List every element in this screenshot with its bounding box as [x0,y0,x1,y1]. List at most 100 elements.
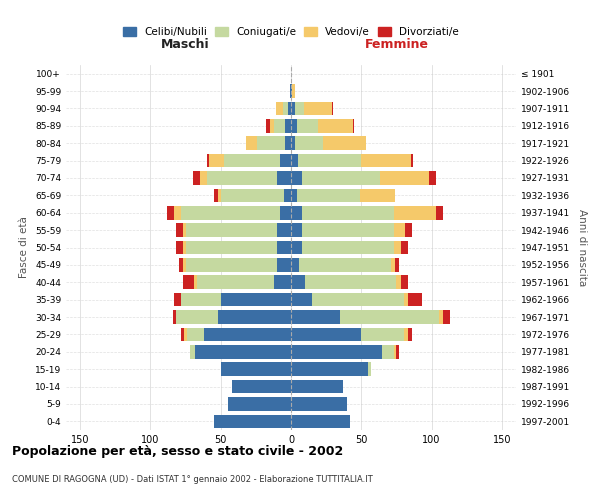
Bar [204,328,291,341]
Bar [185,258,277,272]
Bar [404,328,408,341]
Bar [206,154,209,168]
Bar [408,293,422,306]
Bar [196,345,291,358]
Bar [218,188,221,202]
Bar [291,258,299,272]
Bar [299,258,391,272]
Legend: Celibi/Nubili, Coniugati/e, Vedovi/e, Divorziati/e: Celibi/Nubili, Coniugati/e, Vedovi/e, Di… [119,23,463,42]
Bar [312,293,404,306]
Bar [209,154,223,168]
Bar [185,240,277,254]
Bar [429,171,436,185]
Bar [291,119,296,132]
Bar [277,258,291,272]
Bar [218,310,291,324]
Bar [410,154,413,168]
Bar [397,345,399,358]
Bar [291,380,343,394]
Bar [291,206,302,220]
Bar [291,293,312,306]
Bar [176,224,183,237]
Bar [405,224,412,237]
Bar [295,102,304,115]
Bar [232,380,291,394]
Bar [291,310,340,324]
Bar [382,345,394,358]
Bar [194,276,197,289]
Y-axis label: Fasce di età: Fasce di età [19,216,29,278]
Bar [302,206,394,220]
Bar [296,119,318,132]
Bar [401,240,408,254]
Bar [291,188,296,202]
Bar [214,414,291,428]
Bar [181,328,184,341]
Bar [295,136,323,150]
Bar [183,258,185,272]
Text: Femmine: Femmine [364,38,428,51]
Bar [277,224,291,237]
Bar [368,362,371,376]
Bar [246,136,257,150]
Bar [394,240,401,254]
Bar [439,310,443,324]
Bar [184,328,187,341]
Bar [185,224,277,237]
Bar [298,154,361,168]
Bar [291,102,295,115]
Bar [394,206,436,220]
Bar [221,188,284,202]
Bar [286,119,291,132]
Bar [291,397,347,410]
Bar [200,171,206,185]
Bar [277,240,291,254]
Bar [291,171,302,185]
Bar [436,206,443,220]
Bar [176,310,218,324]
Bar [173,310,176,324]
Bar [286,136,291,150]
Bar [283,102,288,115]
Bar [360,188,395,202]
Bar [397,276,401,289]
Bar [190,345,196,358]
Bar [304,102,332,115]
Bar [223,154,280,168]
Bar [228,397,291,410]
Bar [183,224,185,237]
Bar [394,345,397,358]
Bar [318,119,353,132]
Bar [174,293,181,306]
Bar [291,345,382,358]
Bar [277,171,291,185]
Bar [167,206,174,220]
Bar [443,310,450,324]
Bar [221,362,291,376]
Y-axis label: Anni di nascita: Anni di nascita [577,209,587,286]
Bar [395,258,399,272]
Text: Maschi: Maschi [161,38,210,51]
Bar [183,240,185,254]
Bar [296,188,360,202]
Bar [291,328,361,341]
Bar [292,84,295,98]
Bar [214,188,218,202]
Bar [394,224,405,237]
Bar [291,136,295,150]
Bar [179,258,183,272]
Bar [391,258,395,272]
Bar [340,310,439,324]
Bar [181,293,221,306]
Bar [302,240,394,254]
Bar [266,119,270,132]
Bar [206,171,277,185]
Bar [270,119,274,132]
Bar [302,171,380,185]
Bar [280,206,291,220]
Bar [176,240,183,254]
Bar [291,240,302,254]
Bar [174,206,181,220]
Bar [290,84,291,98]
Bar [408,328,412,341]
